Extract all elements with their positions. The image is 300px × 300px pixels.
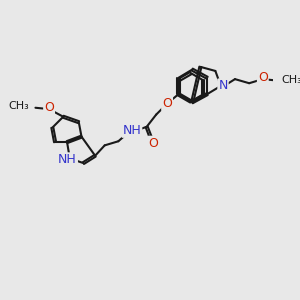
Text: O: O [148, 137, 158, 150]
Text: CH₃: CH₃ [281, 76, 300, 85]
Text: N: N [218, 80, 228, 92]
Text: O: O [44, 101, 54, 114]
Text: NH: NH [123, 124, 141, 137]
Text: O: O [162, 97, 172, 110]
Text: O: O [258, 71, 268, 84]
Text: NH: NH [58, 153, 77, 166]
Text: CH₃: CH₃ [9, 101, 29, 111]
